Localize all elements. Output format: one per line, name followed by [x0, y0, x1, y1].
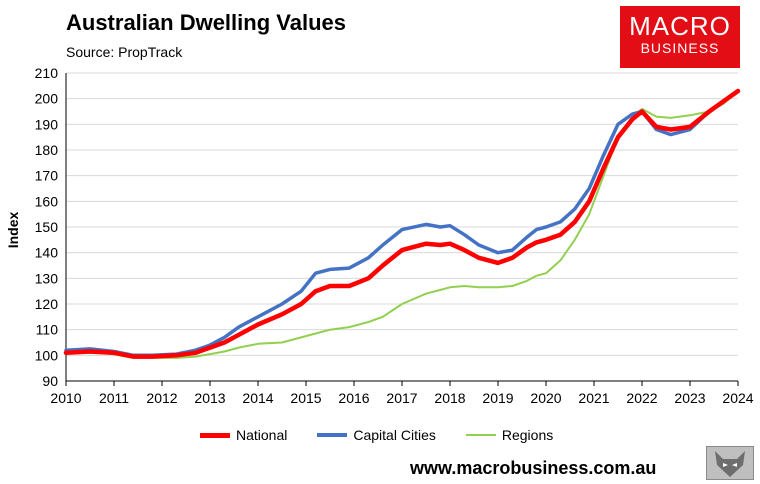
x-tick-label: 2024	[722, 390, 753, 406]
x-tick-label: 2023	[674, 390, 705, 406]
grid-lines	[66, 72, 738, 382]
x-tick-label: 2017	[386, 390, 417, 406]
y-tick-label: 90	[42, 373, 58, 389]
x-tick-label: 2019	[482, 390, 513, 406]
x-tick-label: 2016	[338, 390, 369, 406]
series-line-regions	[65, 90, 739, 359]
x-tick-label: 2018	[434, 390, 465, 406]
legend-swatch-national	[200, 432, 230, 438]
chart-source: Source: PropTrack	[66, 44, 183, 60]
x-tick-label: 2014	[242, 390, 273, 406]
wolf-icon-graphic	[715, 451, 745, 477]
legend-item-capital-cities: Capital Cities	[317, 427, 436, 443]
legend-swatch-capital-cities	[317, 433, 348, 437]
line-chart: 90 100 110 120 130 140 150 160 170 180 190 200 210 20…	[5, 65, 754, 406]
legend-item-national: National	[200, 427, 287, 443]
y-tick-label: 210	[35, 65, 59, 81]
x-tick-label: 2010	[50, 390, 81, 406]
macrobusiness-logo: MACRO BUSINESS	[620, 6, 740, 68]
y-tick-label: 110	[36, 322, 59, 338]
y-tick-label: 200	[35, 91, 59, 107]
tick-labels: 90 100 110 120 130 140 150 160 170 180 190 200 210 20…	[35, 65, 754, 406]
x-tick-label: 2021	[578, 390, 609, 406]
y-tick-label: 190	[35, 116, 59, 132]
y-axis-label: Index	[5, 212, 21, 249]
legend: National Capital Cities Regions	[200, 427, 583, 443]
y-tick-label: 170	[35, 168, 59, 184]
legend-swatch-regions	[465, 434, 496, 436]
y-tick-label: 160	[35, 193, 59, 209]
legend-label-regions: Regions	[501, 427, 554, 443]
y-tick-label: 100	[35, 347, 59, 363]
logo-line-2: BUSINESS	[640, 40, 720, 56]
y-tick-label: 130	[35, 270, 59, 286]
x-tick-label: 2013	[194, 390, 225, 406]
legend-label-capital-cities: Capital Cities	[353, 427, 436, 443]
series-line-capital-cities	[64, 89, 740, 358]
x-tick-label: 2012	[146, 390, 177, 406]
x-tick-label: 2011	[99, 390, 129, 406]
y-tick-label: 150	[35, 219, 59, 235]
wolf-icon	[706, 446, 754, 480]
x-tick-label: 2020	[530, 390, 561, 406]
y-tick-label: 120	[35, 296, 59, 312]
series-line-national	[63, 88, 741, 359]
website-url: www.macrobusiness.com.au	[410, 458, 657, 478]
y-tick-label: 180	[35, 142, 59, 158]
chart-title: Australian Dwelling Values	[66, 10, 346, 35]
legend-label-national: National	[236, 427, 288, 443]
logo-line-1: MACRO	[629, 11, 731, 41]
legend-item-regions: Regions	[465, 427, 554, 443]
series-lines	[63, 88, 741, 359]
axes	[65, 73, 739, 386]
x-tick-label: 2015	[290, 390, 321, 406]
x-tick-label: 2022	[626, 390, 657, 406]
y-tick-label: 140	[35, 245, 59, 261]
